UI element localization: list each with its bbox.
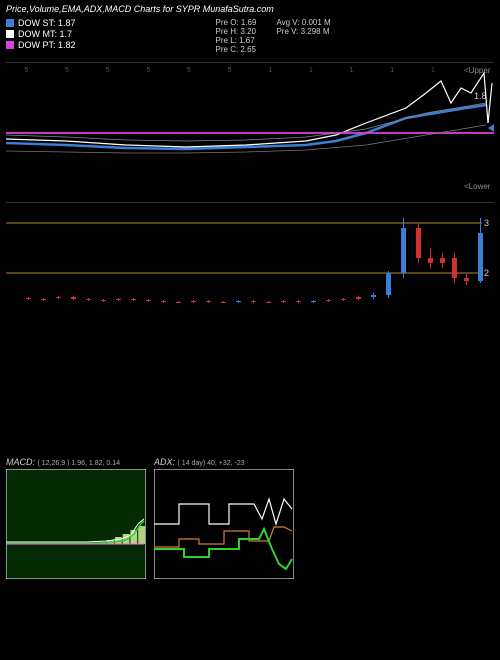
svg-text:3: 3 [484,218,489,228]
legend-item: DOW MT: 1.7 [6,29,76,39]
svg-text:2: 2 [484,268,489,278]
price-ema-panel: 555555111111 <Upper<Lower1.8 [6,62,494,202]
legend-swatch [6,30,14,38]
pre-close: Pre C: 2.65 [216,45,257,54]
svg-text:<Lower: <Lower [464,182,491,191]
legend-label: DOW MT: 1.7 [18,29,72,39]
pre-low: Pre L: 1.67 [216,36,257,45]
legend-label: DOW ST: 1.87 [18,18,76,28]
header: Price,Volume,EMA,ADX,MACD Charts for SYP… [0,0,500,58]
pre-vol: Pre V: 3.298 M [276,27,330,36]
macd-panel: MACD: ( 12,26,9 ) 1.96, 1.82, 0.14 [6,457,146,579]
avg-block: Avg V: 0.001 M Pre V: 3.298 M [276,18,330,54]
legend: DOW ST: 1.87DOW MT: 1.7DOW PT: 1.82 [6,18,76,54]
candlestick-panel: 32 [6,202,494,327]
legend-swatch [6,19,14,27]
x-ticks: 555555111111 [6,67,494,74]
macd-title: MACD: [6,457,35,467]
avg-vol: Avg V: 0.001 M [276,18,330,27]
adx-values: ( 14 day) 40, +32, -23 [178,460,245,467]
legend-item: DOW PT: 1.82 [6,40,76,50]
ohlc-block: Pre O: 1.69 Pre H: 3.20 Pre L: 1.67 Pre … [216,18,257,54]
legend-item: DOW ST: 1.87 [6,18,76,28]
svg-text:1.8: 1.8 [474,91,487,101]
pre-open: Pre O: 1.69 [216,18,257,27]
legend-label: DOW PT: 1.82 [18,40,76,50]
chart-title: Price,Volume,EMA,ADX,MACD Charts for SYP… [6,4,494,14]
adx-panel: ADX: ( 14 day) 40, +32, -23 [154,457,294,579]
macd-values: ( 12,26,9 ) 1.96, 1.82, 0.14 [38,460,121,467]
adx-title: ADX: [154,457,175,467]
pre-high: Pre H: 3.20 [216,27,257,36]
legend-swatch [6,41,14,49]
